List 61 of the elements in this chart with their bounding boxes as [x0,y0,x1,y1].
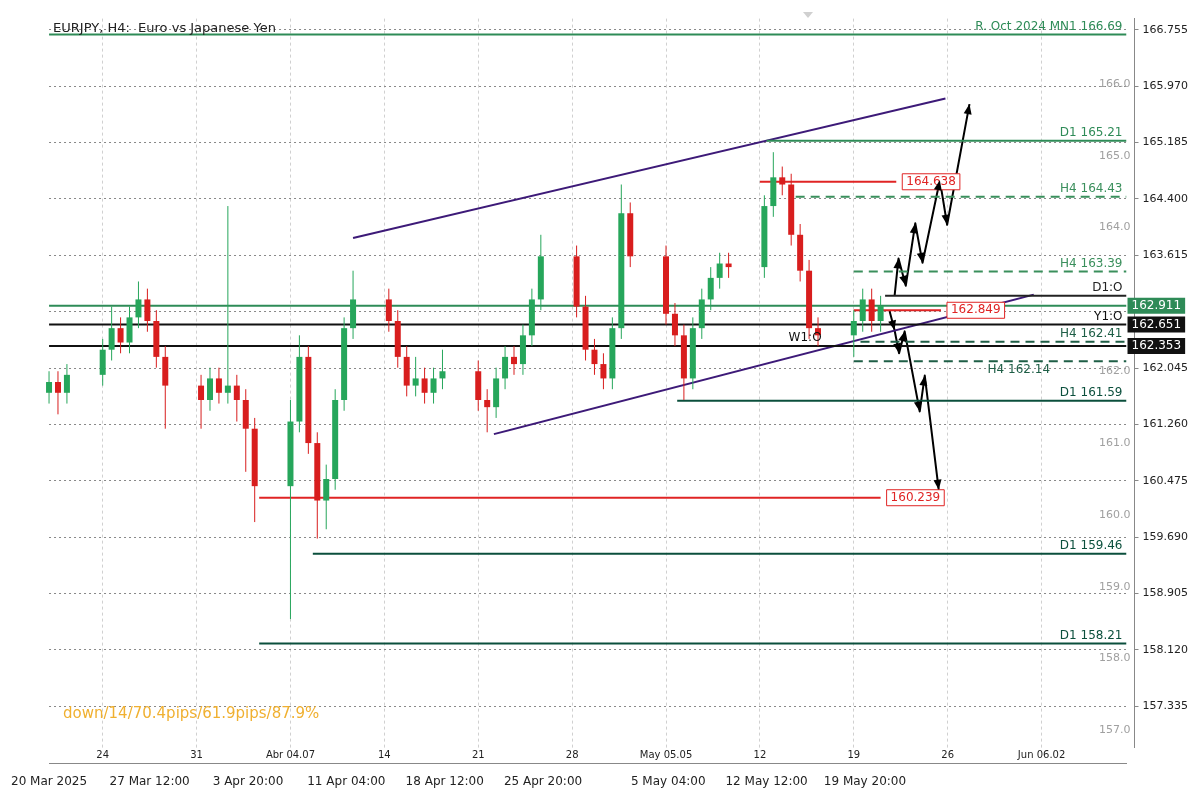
series-label: R. Oct 2024 MN1 166.69 [975,18,1123,33]
series-label: W1:O [788,330,822,345]
x2-tick-label: 28 [565,749,579,761]
x2-tick-label: 26 [941,749,955,761]
x-tick-label: 19 May 20:00 [823,773,907,788]
y-tick-label: 165.970 [1142,78,1189,92]
y-tick-label: 158.120 [1142,642,1189,656]
x-tick-label: 5 May 04:00 [630,773,706,788]
x-tick-label: 18 Apr 12:00 [405,773,484,788]
x2-tick-label: May 05.05 [639,749,693,761]
y-tick-label: 157.335 [1142,699,1189,713]
y-tick-label: 166.755 [1142,22,1189,36]
y2-tick-label: 162.0 [1099,364,1131,378]
series-label: D1 158.21 [1059,627,1123,642]
y2-tick-label: 161.0 [1099,435,1131,449]
x-tick-label: 12 May 12:00 [725,773,808,788]
data-label: 162.849 [950,302,1001,317]
x2-tick-label: 31 [190,749,203,761]
x2-tick-label: 21 [471,749,485,761]
y-tick-label: 159.690 [1142,530,1189,544]
series-label: H4 162.14 [987,362,1051,377]
series-label: D1:O [1092,279,1123,294]
x2-tick-label: 14 [377,749,391,761]
y2-tick-label: 166.0 [1099,76,1131,90]
data-label: 162.353 [1131,338,1182,353]
x2-tick-label: 19 [847,749,861,761]
x-tick-label: 3 Apr 20:00 [212,773,284,788]
series-label: D1 159.46 [1059,537,1123,552]
x-tick-label: 27 Mar 12:00 [109,773,190,788]
x2-tick-label: 24 [96,749,110,761]
series-label: H4 162.41 [1060,325,1123,340]
y-tick-label: 165.185 [1142,135,1189,149]
series-label: Y1:O [1093,308,1123,323]
x2-tick-label: Abr 04.07 [265,749,316,761]
y2-tick-label: 157.0 [1099,723,1131,737]
data-label: 160.239 [890,489,941,504]
x2-tick-label: Jun 06.02 [1016,749,1066,761]
y-tick-label: 163.615 [1142,248,1189,262]
y-tick-label: 164.400 [1142,191,1189,205]
x-tick-label: 25 Apr 20:00 [503,773,583,788]
series-label: D1 161.59 [1059,384,1123,399]
data-label: 162.651 [1131,316,1182,331]
y2-tick-label: 164.0 [1099,220,1131,234]
data-label: 164.638 [906,173,956,188]
x2-tick-label: 12 [753,749,767,761]
y-tick-label: 162.045 [1142,360,1189,374]
data-label: 162.911 [1131,297,1182,312]
chart-title: EURJPY, H4: Euro vs Japanese Yen [53,20,276,36]
y2-tick-label: 158.0 [1099,651,1131,665]
series-label: H4 164.43 [1060,180,1123,195]
x-tick-label: 11 Apr 04:00 [307,773,386,788]
series-label: D1 165.21 [1059,124,1123,139]
y-tick-label: 161.260 [1142,417,1189,431]
y2-tick-label: 159.0 [1099,579,1131,593]
y-tick-label: 160.475 [1142,473,1189,487]
y2-tick-label: 165.0 [1099,148,1131,162]
x-tick-label: 20 Mar 2025 [11,773,88,788]
annotation: down/14/70.4pips/61.9pips/87.9% [63,703,320,722]
y-tick-label: 158.905 [1142,586,1189,600]
y2-tick-label: 160.0 [1099,507,1131,521]
series-label: H4 163.39 [1060,255,1123,270]
